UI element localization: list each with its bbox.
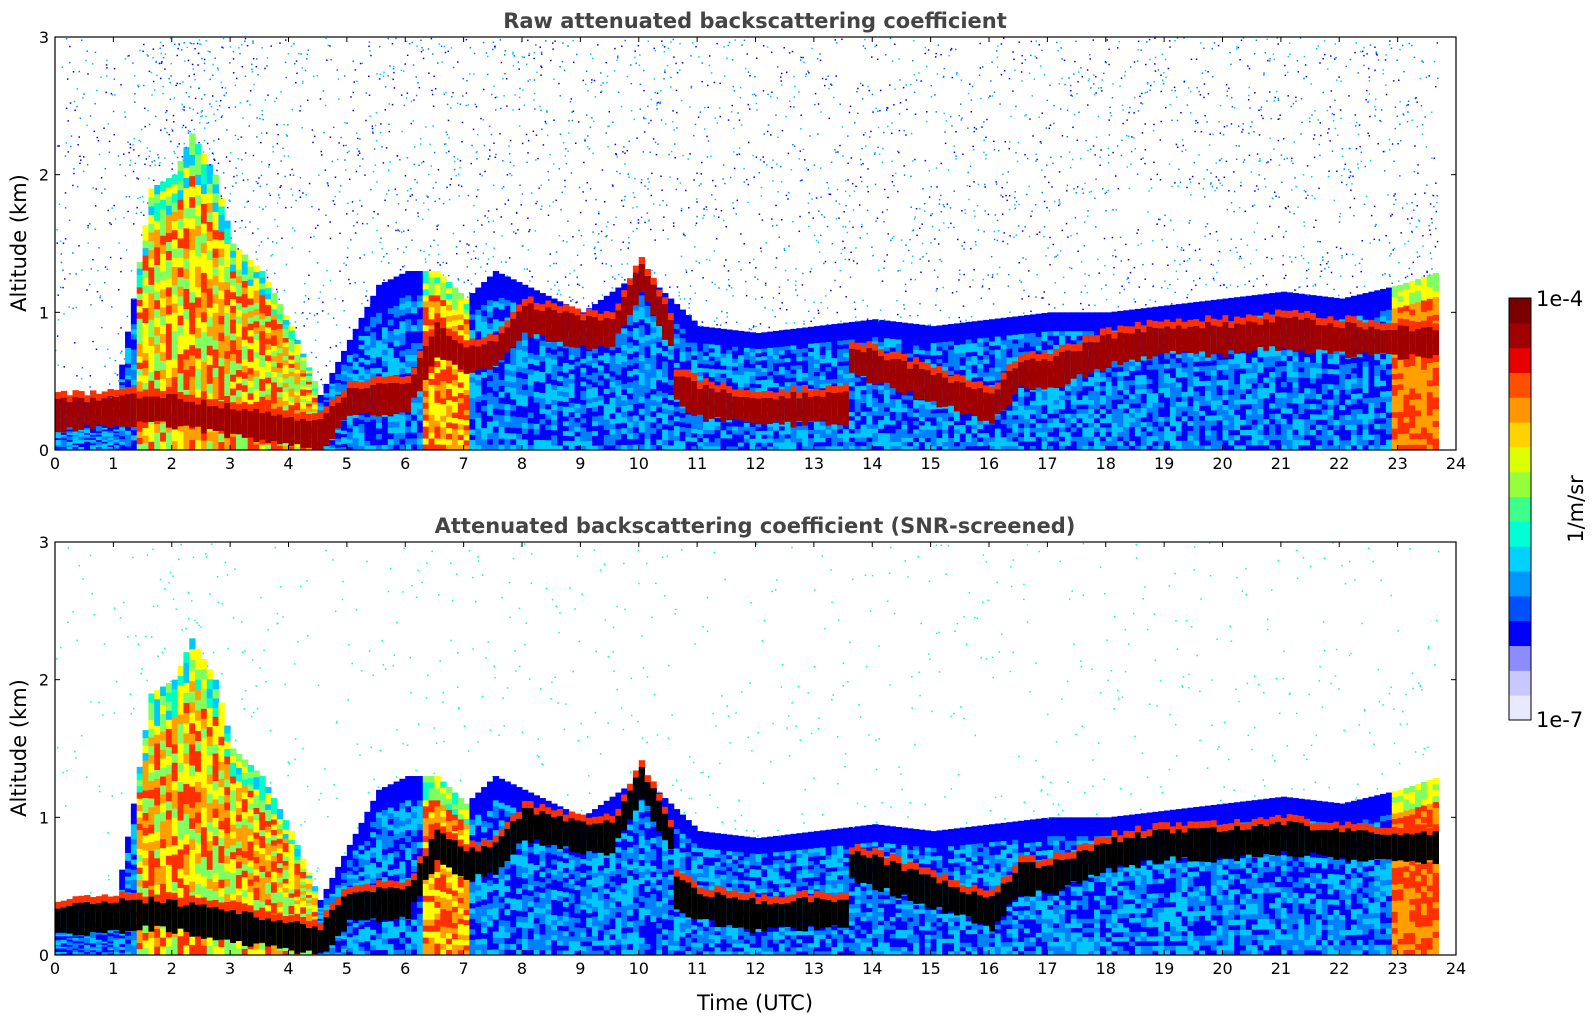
x-tick-label: 19	[1154, 959, 1174, 978]
x-tick-label: 17	[1037, 959, 1057, 978]
x-tick-label: 18	[1096, 959, 1116, 978]
colorbar-step	[1509, 397, 1531, 423]
heatmap	[55, 542, 1456, 955]
x-tick-label: 18	[1096, 454, 1116, 473]
x-tick-label: 5	[342, 959, 352, 978]
colorbar-step	[1509, 446, 1531, 473]
colorbar-step	[1509, 298, 1531, 324]
x-tick-label: 7	[459, 959, 469, 978]
x-tick-label: 24	[1446, 959, 1466, 978]
panel-title: Raw attenuated backscattering coefficien…	[503, 9, 1007, 33]
x-tick-label: 6	[400, 959, 410, 978]
y-axis: 0 1 2 3	[39, 28, 1456, 460]
x-tick-label: 24	[1446, 454, 1466, 473]
x-tick-label: 10	[629, 959, 649, 978]
colorbar-step	[1509, 546, 1531, 572]
y-tick-label: 2	[39, 671, 49, 690]
colorbar-step	[1509, 322, 1531, 349]
x-tick-label: 13	[804, 959, 824, 978]
x-tick-label: 9	[575, 454, 585, 473]
colorbar-min-label: 1e-7	[1536, 708, 1583, 732]
x-tick-label: 0	[50, 454, 60, 473]
x-axis: 0 1 2 3 4 5 6 7 8 9 10 11 12 13 14 15 16 17 18 19 20 21 22 23 24	[50, 37, 1466, 473]
x-tick-label: 15	[920, 959, 940, 978]
x-tick-label: 13	[804, 454, 824, 473]
x-tick-label: 1	[108, 959, 118, 978]
x-tick-label: 17	[1037, 454, 1057, 473]
colorbar-step	[1509, 471, 1531, 498]
x-tick-label: 4	[283, 454, 293, 473]
y-axis: 0 1 2 3	[39, 533, 1456, 965]
y-axis-label: Altitude (km)	[7, 679, 31, 817]
x-tick-label: 23	[1387, 454, 1407, 473]
x-tick-label: 4	[283, 959, 293, 978]
x-tick-label: 8	[517, 959, 527, 978]
colorbar-step	[1509, 670, 1531, 696]
x-tick-label: 14	[862, 454, 882, 473]
x-tick-label: 14	[862, 959, 882, 978]
x-tick-label: 11	[687, 454, 707, 473]
colorbar-max-label: 1e-4	[1536, 287, 1583, 311]
x-tick-label: 2	[167, 454, 177, 473]
colorbar-step	[1509, 422, 1531, 448]
colorbar-step	[1509, 496, 1531, 522]
x-tick-label: 21	[1271, 959, 1291, 978]
x-tick-label: 3	[225, 959, 235, 978]
x-tick-label: 22	[1329, 959, 1349, 978]
x-tick-label: 22	[1329, 454, 1349, 473]
x-tick-label: 12	[745, 454, 765, 473]
x-tick-label: 2	[167, 959, 177, 978]
x-tick-label: 0	[50, 959, 60, 978]
x-tick-label: 5	[342, 454, 352, 473]
x-tick-label: 9	[575, 959, 585, 978]
y-tick-label: 3	[39, 28, 49, 47]
raw-backscatter-panel: Raw attenuated backscattering coefficien…	[7, 9, 1466, 473]
x-tick-label: 16	[979, 454, 999, 473]
x-tick-label: 11	[687, 959, 707, 978]
y-tick-label: 1	[39, 303, 49, 322]
colorbar-step	[1509, 347, 1531, 373]
x-axis: 0 1 2 3 4 5 6 7 8 9 10 11 12 13 14 15 16 17 18 19 20 21 22 23 24	[50, 542, 1466, 978]
x-tick-label: 16	[979, 959, 999, 978]
x-tick-label: 1	[108, 454, 118, 473]
panel-title: Attenuated backscattering coefficient (S…	[435, 514, 1076, 538]
x-tick-label: 20	[1212, 959, 1232, 978]
x-tick-label: 12	[745, 959, 765, 978]
x-tick-label: 19	[1154, 454, 1174, 473]
y-tick-label: 0	[39, 441, 49, 460]
x-tick-label: 10	[629, 454, 649, 473]
x-tick-label: 3	[225, 454, 235, 473]
colorbar-step	[1509, 571, 1531, 597]
colorbar-step	[1509, 521, 1531, 547]
colorbar-step	[1509, 695, 1531, 721]
x-tick-label: 20	[1212, 454, 1232, 473]
colorbar-step	[1509, 372, 1531, 398]
heatmap	[55, 37, 1456, 450]
x-tick-label: 8	[517, 454, 527, 473]
x-tick-label: 7	[459, 454, 469, 473]
x-tick-label: 21	[1271, 454, 1291, 473]
y-tick-label: 0	[39, 946, 49, 965]
colorbar-step	[1509, 645, 1531, 671]
colorbar: 1e-4 1e-7 1/m/sr	[1508, 287, 1588, 732]
x-tick-label: 6	[400, 454, 410, 473]
colorbar-step	[1509, 620, 1531, 647]
x-tick-label: 15	[920, 454, 940, 473]
colorbar-unit-label: 1/m/sr	[1564, 475, 1588, 543]
colorbar-frame	[1508, 297, 1532, 721]
x-axis-label: Time (UTC)	[696, 991, 813, 1015]
y-tick-label: 1	[39, 808, 49, 827]
y-tick-label: 3	[39, 533, 49, 552]
x-tick-label: 23	[1387, 959, 1407, 978]
snr-screened-panel: Attenuated backscattering coefficient (S…	[7, 514, 1466, 1015]
colorbar-scale	[1509, 298, 1531, 721]
y-tick-label: 2	[39, 166, 49, 185]
y-axis-label: Altitude (km)	[7, 174, 31, 312]
colorbar-step	[1509, 595, 1531, 622]
